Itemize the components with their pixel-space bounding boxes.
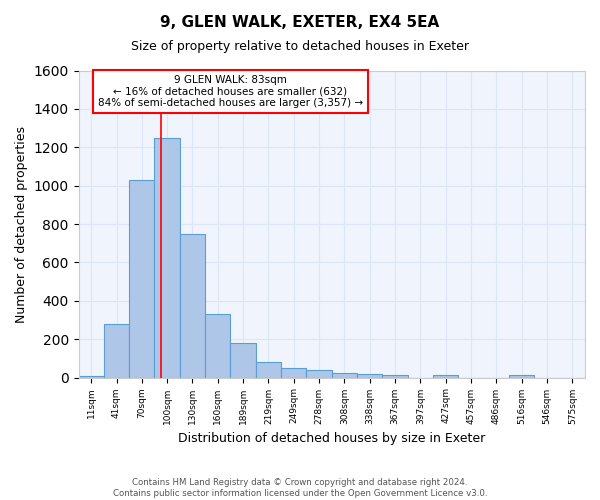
Text: 9, GLEN WALK, EXETER, EX4 5EA: 9, GLEN WALK, EXETER, EX4 5EA (160, 15, 440, 30)
Bar (104, 324, 129, 378)
Bar (307, 370, 332, 378)
Text: 9 GLEN WALK: 83sqm
← 16% of detached houses are smaller (632)
84% of semi-detach: 9 GLEN WALK: 83sqm ← 16% of detached hou… (98, 75, 363, 108)
Text: Size of property relative to detached houses in Exeter: Size of property relative to detached ho… (131, 40, 469, 53)
Text: Contains HM Land Registry data © Crown copyright and database right 2024.
Contai: Contains HM Land Registry data © Crown c… (113, 478, 487, 498)
Bar (382, 374, 408, 378)
Bar (357, 374, 382, 378)
Bar (433, 374, 458, 378)
Bar (205, 314, 230, 378)
Bar (509, 374, 535, 378)
Bar (281, 368, 307, 378)
Bar (230, 343, 256, 378)
Bar (256, 362, 281, 378)
Bar (79, 376, 104, 378)
Bar (332, 373, 357, 378)
Bar (129, 180, 154, 378)
Bar (154, 138, 180, 378)
X-axis label: Distribution of detached houses by size in Exeter: Distribution of detached houses by size … (178, 432, 485, 445)
Y-axis label: Number of detached properties: Number of detached properties (15, 126, 28, 322)
Bar (180, 234, 205, 378)
